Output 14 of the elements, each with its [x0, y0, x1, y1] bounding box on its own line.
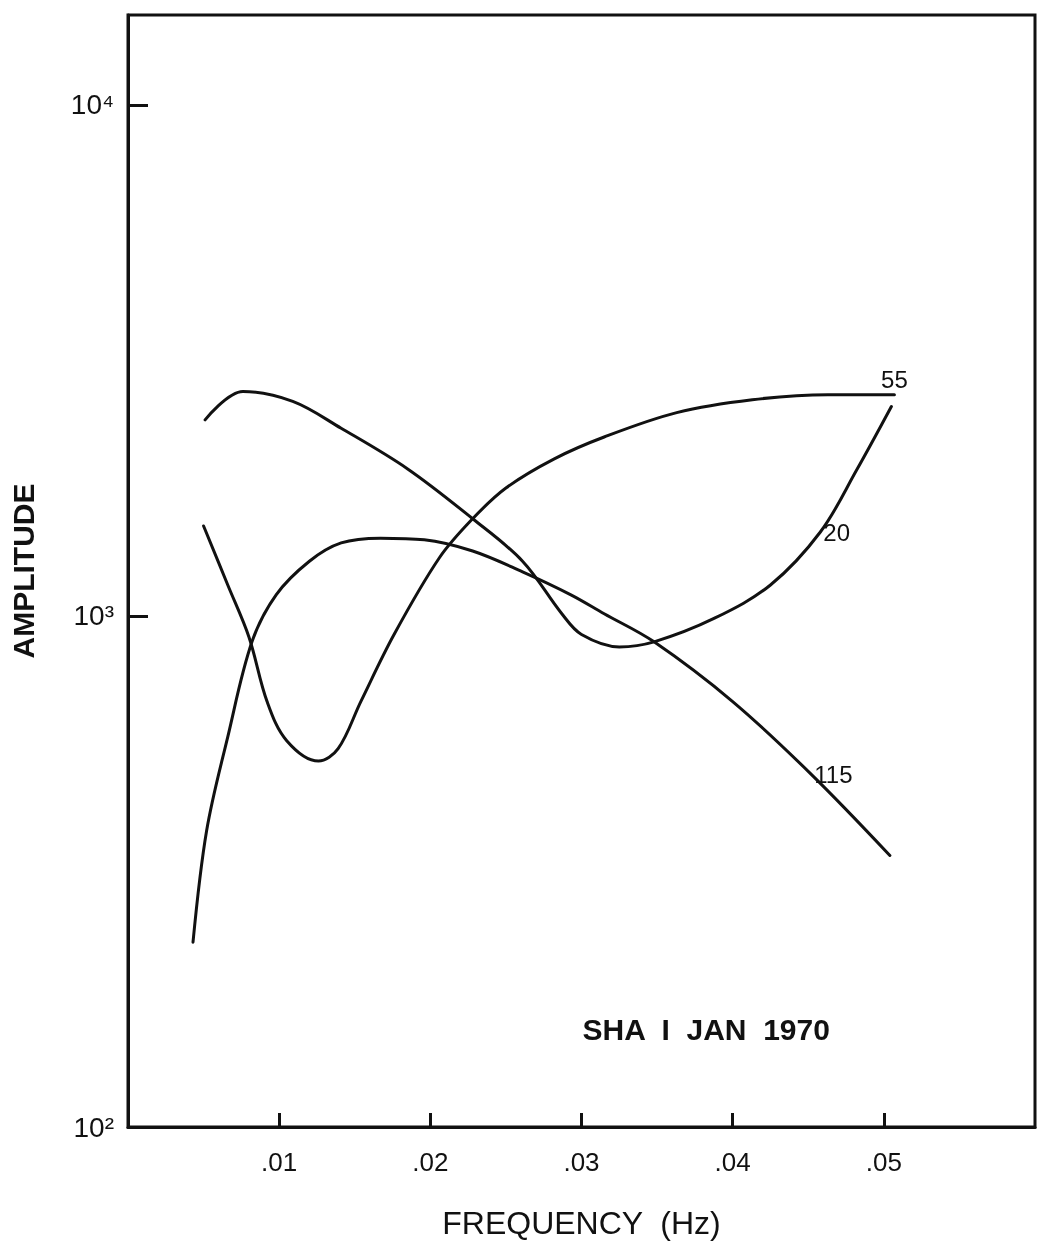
x-tick-label: .02 — [412, 1147, 449, 1177]
series-label: 20 — [823, 518, 851, 546]
y-tick-label: 10³ — [73, 600, 114, 632]
x-tick-label: .01 — [261, 1147, 298, 1177]
series-label: 55 — [881, 366, 908, 394]
y-tick-label: 10² — [73, 1111, 114, 1143]
annotation: SHA I JAN 1970 — [582, 1012, 830, 1046]
y-axis-title: AMPLITUDE — [6, 483, 40, 659]
x-tick-label: .04 — [714, 1147, 751, 1177]
y-tick-label: 10⁴ — [70, 89, 114, 121]
x-tick-label: .03 — [563, 1147, 600, 1177]
series-label: 115 — [814, 760, 853, 788]
x-tick-label: .05 — [865, 1147, 902, 1177]
x-axis-title: FREQUENCY (Hz) — [442, 1205, 721, 1241]
